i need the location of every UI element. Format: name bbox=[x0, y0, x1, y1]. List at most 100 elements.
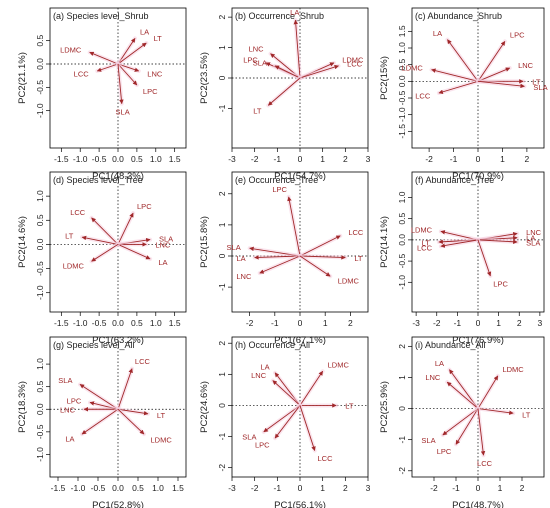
y-tick-label: 0.5 bbox=[397, 212, 407, 224]
vector-label-la: LA bbox=[158, 258, 167, 267]
y-tick-label: 2 bbox=[217, 14, 227, 19]
vector-label-lpc: LPC bbox=[137, 202, 152, 211]
vector-label-lpc: LPC bbox=[243, 56, 258, 65]
y-tick-label: 0.0 bbox=[35, 403, 45, 415]
y-axis-label: PC2(18.3%) bbox=[17, 381, 28, 433]
vector-arrow-la bbox=[293, 19, 301, 79]
vector-arrow-lcc bbox=[299, 405, 316, 451]
y-tick-label: -2 bbox=[217, 464, 227, 472]
vector-label-lcc: LCC bbox=[135, 357, 151, 366]
y-tick-label: 0.5 bbox=[397, 58, 407, 70]
y-tick-label: -1.5 bbox=[397, 124, 407, 139]
panel-6: -3 -2 -1 0 1 2 3-1.0-0.50.00.51.0PC1(76.9%)PC2… bbox=[379, 171, 545, 346]
vector-label-la: LA bbox=[290, 8, 299, 17]
vector-arrow-lnc bbox=[272, 380, 301, 406]
vector-label-la: LA bbox=[435, 359, 444, 368]
x-tick-label: -1.5 bbox=[51, 483, 66, 493]
vector-label-lpc: LPC bbox=[437, 447, 452, 456]
y-tick-label: 2 bbox=[397, 344, 407, 349]
vector-label-lt: LT bbox=[253, 107, 262, 116]
y-tick-label: 2 bbox=[217, 191, 227, 196]
x-tick-label: -2 bbox=[433, 318, 441, 328]
y-axis-label: PC2(23.5%) bbox=[199, 52, 210, 104]
y-tick-label: -1.0 bbox=[397, 275, 407, 290]
x-tick-label: 0 bbox=[298, 154, 303, 164]
vector-label-lcc: LCC bbox=[70, 208, 86, 217]
y-tick-label: -1 bbox=[397, 436, 407, 444]
x-tick-label: 2 bbox=[525, 154, 530, 164]
y-tick-label: 1.0 bbox=[35, 358, 45, 370]
vector-arrow-sla bbox=[117, 63, 124, 105]
vector-label-lnc: LNC bbox=[155, 240, 171, 249]
x-tick-label: -2 bbox=[251, 154, 259, 164]
panel-9: -2 -1 0 1 2 -2 -1 0 1 2 PC1(48.7%) PC2(25.9%) (i) Ab… bbox=[379, 336, 545, 508]
x-tick-label: -1 bbox=[274, 483, 282, 493]
x-tick-label: -1.0 bbox=[73, 154, 88, 164]
vector-arrow-sla bbox=[274, 65, 301, 79]
vector-arrow-lpc bbox=[117, 212, 134, 245]
vector-arrow-ldmc bbox=[477, 375, 499, 409]
x-tick-label: 3 bbox=[366, 483, 371, 493]
x-tick-label: -3 bbox=[228, 483, 236, 493]
vector-arrow-sla bbox=[477, 239, 518, 245]
y-tick-label: 1 bbox=[217, 45, 227, 50]
vector-label-lcc: LCC bbox=[477, 459, 493, 468]
x-axis-label: PC1(48.7%) bbox=[452, 500, 504, 508]
y-axis-label: PC2(15%) bbox=[379, 56, 390, 100]
x-axis-label: PC1(56.1%) bbox=[274, 500, 326, 508]
y-tick-label: 0 bbox=[217, 75, 227, 80]
y-axis-label: PC2(25.9%) bbox=[379, 381, 390, 433]
vector-label-ldmc: LDMC bbox=[60, 45, 82, 54]
panel-title: (g) Species level_All bbox=[53, 340, 135, 350]
y-tick-label: 0 bbox=[217, 253, 227, 258]
vector-label-sla: SLA bbox=[58, 376, 72, 385]
vector-label-ldmc: LDMC bbox=[328, 361, 350, 370]
vector-arrow-lpc bbox=[477, 40, 506, 82]
vector-label-lpc: LPC bbox=[67, 397, 82, 406]
vector-arrow-sla bbox=[263, 405, 301, 433]
vector-arrow-lcc bbox=[477, 408, 486, 456]
vector-arrow-la bbox=[81, 408, 119, 435]
vector-label-lpc: LPC bbox=[493, 280, 508, 289]
x-tick-label: 1.0 bbox=[152, 483, 164, 493]
y-tick-label: -1 bbox=[217, 433, 227, 441]
x-tick-label: 1.0 bbox=[150, 318, 162, 328]
y-tick-label: -1.0 bbox=[397, 107, 407, 122]
vector-arrow-lcc bbox=[440, 239, 479, 248]
x-tick-label: 0.0 bbox=[112, 154, 124, 164]
y-tick-label: -0.5 bbox=[397, 90, 407, 105]
x-tick-label: 1 bbox=[500, 154, 505, 164]
y-tick-label: 1 bbox=[397, 375, 407, 380]
panel-7: -1.5 -1.0 -0.5 0.0 0.5 1.0 1.5 -1.0 -0.5 0.0 0.5 1.… bbox=[17, 336, 187, 508]
x-tick-label: -0.5 bbox=[92, 318, 107, 328]
x-tick-label: -0.5 bbox=[92, 154, 107, 164]
x-tick-label: -3 bbox=[228, 154, 236, 164]
x-tick-label: 0 bbox=[298, 318, 303, 328]
vector-arrow-lt bbox=[117, 42, 147, 65]
panel-title: (c) Abundance_Shrub bbox=[415, 11, 502, 21]
vector-label-sla: SLA bbox=[421, 436, 435, 445]
y-tick-label: 0.0 bbox=[397, 234, 407, 246]
x-tick-label: 1 bbox=[496, 318, 501, 328]
vector-label-la: LA bbox=[140, 28, 149, 37]
vector-label-la: LA bbox=[526, 233, 535, 242]
vector-label-lpc: LPC bbox=[143, 87, 158, 96]
vector-label-lnc: LNC bbox=[236, 272, 252, 281]
y-tick-label: -1.0 bbox=[35, 447, 45, 462]
y-tick-label: -0.5 bbox=[35, 80, 45, 95]
x-tick-label: -1 bbox=[452, 483, 460, 493]
vector-label-lnc: LNC bbox=[60, 405, 76, 414]
vector-arrow-la bbox=[254, 255, 301, 260]
y-tick-label: -0.5 bbox=[397, 253, 407, 268]
x-tick-label: 1.5 bbox=[172, 483, 184, 493]
y-tick-label: -0.5 bbox=[35, 424, 45, 439]
vector-label-lnc: LNC bbox=[518, 61, 534, 70]
vector-arrow-lpc bbox=[274, 405, 301, 439]
vector-label-lpc: LPC bbox=[510, 31, 525, 40]
vector-arrow-ldmc bbox=[299, 370, 324, 406]
x-tick-label: 0 bbox=[476, 483, 481, 493]
vector-label-ldmc: LDMC bbox=[411, 226, 433, 235]
panel-title: (e) Occurrence_Tree bbox=[235, 175, 318, 185]
